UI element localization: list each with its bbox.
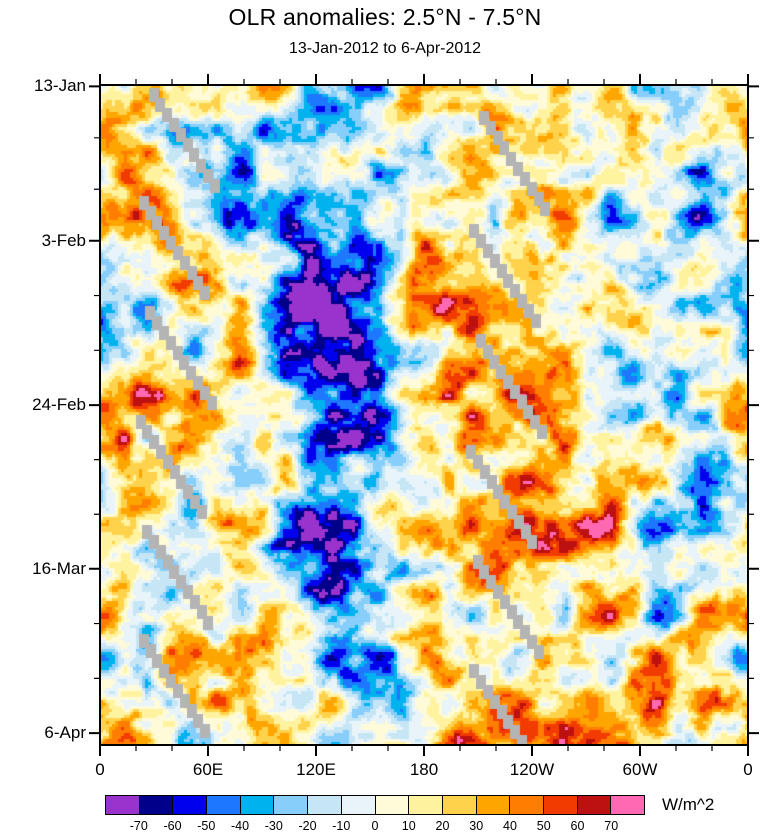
x-tick-label: 120W (509, 760, 555, 779)
x-tick-label: 180 (409, 760, 439, 779)
y-tick-label: 6-Apr (44, 723, 86, 743)
colorbar-tick-label: 30 (469, 819, 484, 833)
colorbar-tick-label: 40 (503, 819, 517, 833)
colorbar-tick-label: -50 (197, 819, 216, 833)
colorbar-segment (307, 795, 342, 815)
colorbar-tick-label: 70 (604, 819, 619, 833)
colorbar-segment (475, 795, 511, 815)
chart-subtitle: 13-Jan-2012 to 6-Apr-2012 (288, 40, 482, 57)
y-tick-label: 24-Feb (32, 395, 86, 415)
colorbar-segment (374, 795, 410, 815)
colorbar-segment (105, 795, 140, 815)
hovmoller-heatmap (100, 85, 748, 745)
colorbar-segment (239, 795, 275, 815)
colorbar-tick-label: -40 (230, 819, 250, 833)
colorbar-tick-label: -30 (264, 819, 283, 833)
chart-title: OLR anomalies: 2.5°N - 7.5°N (228, 4, 542, 30)
colorbar-tick-label: 60 (570, 819, 585, 833)
colorbar-tick-label: -60 (163, 819, 182, 833)
colorbar-segment (610, 795, 645, 815)
colorbar-tick-label: 10 (401, 819, 416, 833)
x-tick-label: 120E (296, 760, 336, 779)
colorbar-tick-label: 50 (536, 819, 551, 833)
x-tick-label: 0 (743, 760, 753, 779)
x-tick-label: 60E (192, 760, 224, 779)
colorbar-segment (576, 795, 612, 815)
colorbar-tick-label: -10 (332, 819, 351, 833)
y-tick-label: 3-Feb (41, 230, 86, 250)
colorbar-tick-label: -20 (298, 819, 317, 833)
colorbar (105, 795, 645, 815)
colorbar-segment (441, 795, 477, 815)
colorbar-unit-label: W/m^2 (662, 795, 715, 814)
colorbar-segment (138, 795, 174, 815)
colorbar-tick-label: 20 (435, 819, 450, 833)
colorbar-tick-label: -70 (129, 819, 148, 833)
colorbar-segment (172, 795, 208, 815)
colorbar-segment (273, 795, 309, 815)
colorbar-segment (509, 795, 544, 815)
colorbar-segment (542, 795, 578, 815)
x-tick-label: 0 (95, 760, 105, 779)
colorbar-segment (340, 795, 376, 815)
colorbar-tick-label: 0 (371, 819, 379, 833)
x-tick-label: 60W (622, 760, 658, 779)
colorbar-segment (408, 795, 443, 815)
y-tick-label: 13-Jan (34, 76, 86, 96)
colorbar-segment (206, 795, 241, 815)
y-tick-label: 16-Mar (32, 558, 86, 578)
